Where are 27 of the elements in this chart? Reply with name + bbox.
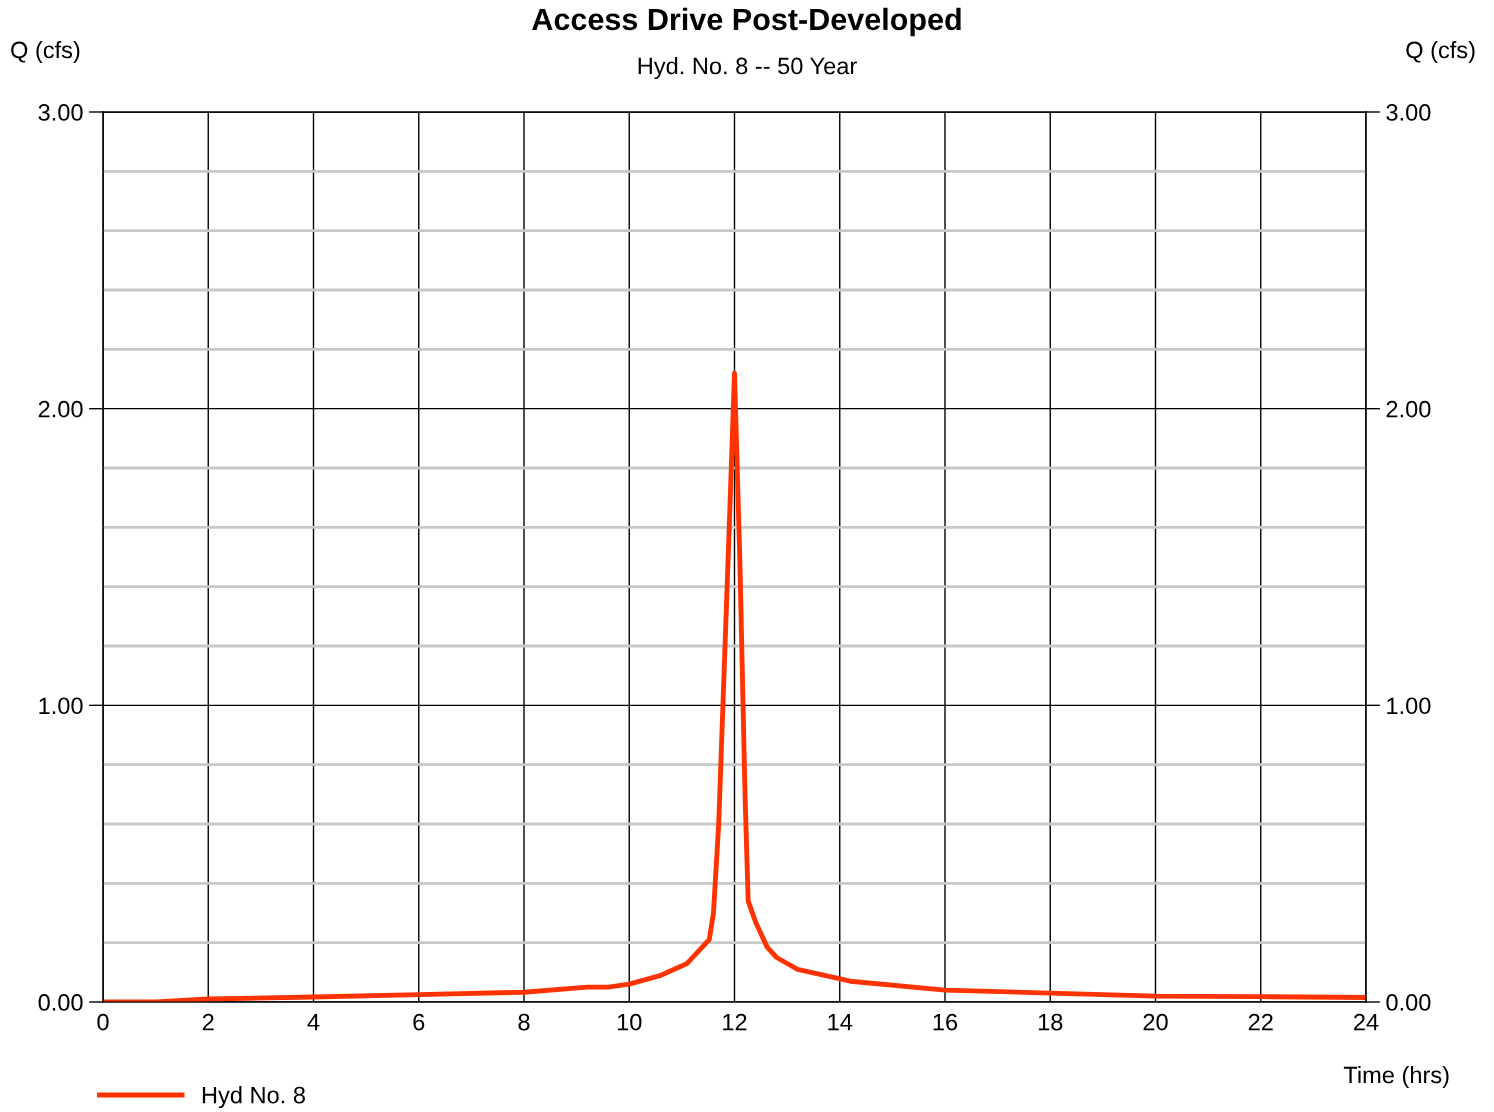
chart-title: Access Drive Post-Developed (532, 7, 961, 37)
y2-tick-label: 0.00 (1386, 994, 1431, 1011)
y2-axis-title: Q (cfs) (1406, 41, 1475, 63)
x-tick-label: 24 (1354, 1013, 1379, 1031)
y-tick-label: 2.00 (38, 400, 83, 418)
x-tick-label: 18 (1038, 1013, 1063, 1031)
x-tick-label: 0 (97, 1013, 109, 1031)
legend-label: Hyd No. 8 (202, 1086, 305, 1109)
x-axis-title: Time (hrs) (1343, 1065, 1449, 1088)
x-tick-label: 2 (202, 1013, 214, 1031)
y-axis-title: Q (cfs) (11, 41, 80, 63)
y2-tick-label: 3.00 (1386, 104, 1431, 121)
y-tick-label: 1.00 (39, 697, 83, 715)
x-tick-label: 12 (723, 1013, 747, 1031)
y2-tick-label: 1.00 (1387, 697, 1431, 715)
x-tick-label: 8 (518, 1013, 530, 1031)
x-tick-label: 20 (1143, 1013, 1168, 1031)
y-tick-label: 0.00 (38, 994, 83, 1011)
y2-tick-label: 2.00 (1386, 400, 1431, 418)
x-tick-label: 10 (617, 1013, 642, 1031)
y-tick-label: 3.00 (38, 104, 83, 121)
x-tick-label: 6 (413, 1013, 425, 1031)
chart-subtitle: Hyd. No. 8 -- 50 Year (638, 57, 857, 80)
x-tick-label: 14 (828, 1013, 853, 1031)
x-tick-label: 4 (307, 1013, 320, 1031)
x-tick-label: 22 (1248, 1013, 1273, 1031)
x-tick-label: 16 (933, 1013, 958, 1031)
